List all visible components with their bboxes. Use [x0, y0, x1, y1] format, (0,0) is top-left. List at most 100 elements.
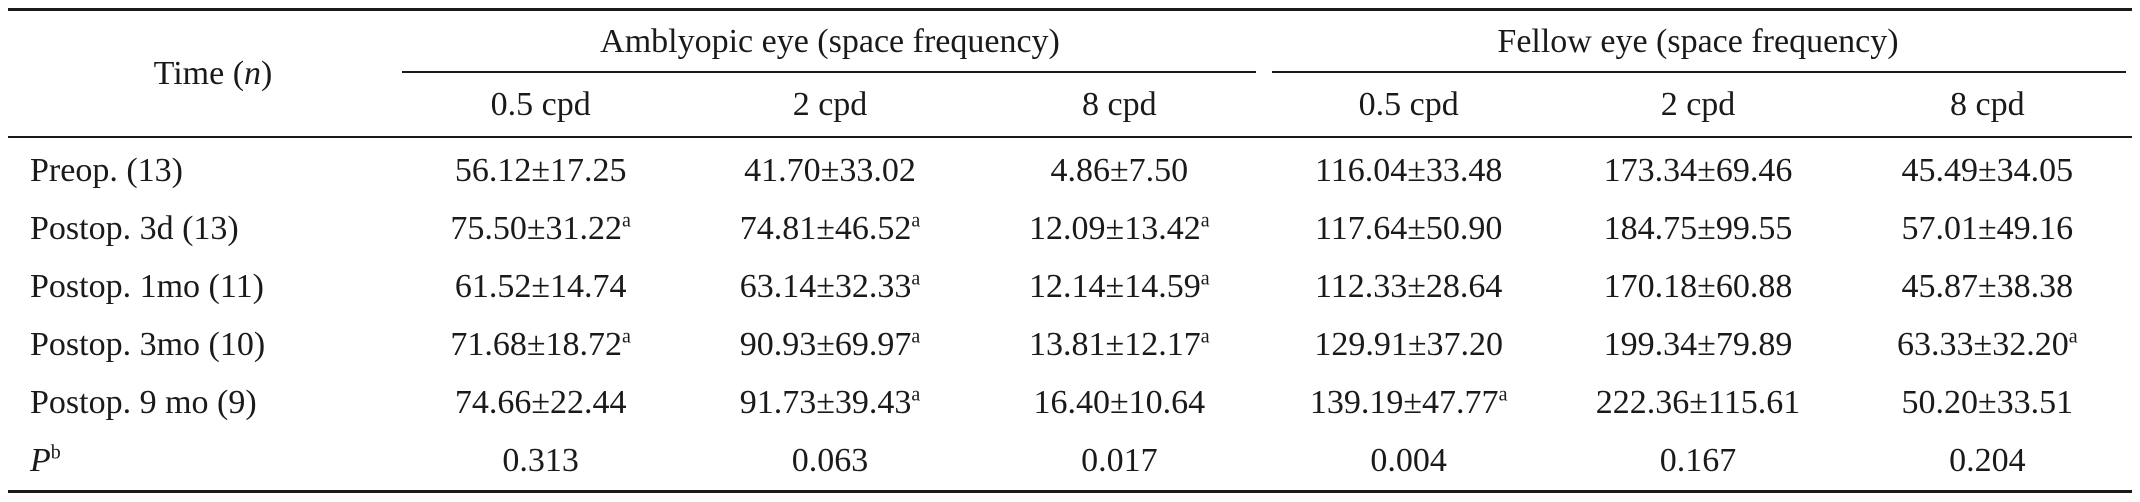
table-row: Postop. 1mo (11) 61.52±14.74 63.14±32.33… [8, 258, 2132, 316]
footnote-marker: a [622, 325, 631, 348]
p-value-cell: 0.167 [1659, 442, 1737, 479]
p-value-cell: 0.017 [1081, 442, 1158, 479]
data-cell: 61.52±14.74 [396, 258, 685, 316]
cell-value: 117.64±50.90 [1314, 210, 1503, 247]
time-column-header: Time (n) [153, 54, 273, 92]
table-row: Postop. 3d (13) 75.50±31.22a 74.81±46.52… [8, 200, 2132, 258]
data-cell: 45.49±34.05 [1843, 137, 2132, 200]
footnote-marker: a [911, 325, 921, 348]
cell-value: 63.33±32.20 [1897, 326, 2069, 363]
freq-header: 2 cpd [1660, 85, 1736, 123]
data-cell: 16.40±10.64 [975, 374, 1264, 432]
cell-value: 45.87±38.38 [1901, 268, 2074, 305]
cell-value: 4.86±7.50 [1050, 152, 1189, 189]
cell-value: 199.34±79.89 [1603, 326, 1793, 363]
header-row-groups: Time (n) Amblyopic eye (space frequency)… [8, 9, 2132, 92]
p-value-cell: 0.004 [1370, 442, 1447, 479]
data-cell: 74.81±46.52a [685, 200, 974, 258]
results-table-container: Time (n) Amblyopic eye (space frequency)… [8, 8, 2132, 493]
cell-value: 71.68±18.72 [450, 326, 623, 363]
freq-header: 0.5 cpd [1358, 85, 1459, 123]
footnote-marker: a [1498, 383, 1508, 406]
amblyopic-eye-group-header: Amblyopic eye (space frequency) [396, 10, 1264, 73]
data-cell: 90.93±69.97a [685, 316, 974, 374]
footnote-marker: a [911, 383, 921, 406]
cell-value: 74.81±46.52 [739, 210, 912, 247]
time-label: Time [153, 54, 225, 92]
data-cell: 57.01±49.16 [1843, 200, 2132, 258]
amblyopic-eye-group-label: Amblyopic eye (space frequency) [600, 23, 1060, 60]
data-cell: 50.20±33.51 [1843, 374, 2132, 432]
data-cell: 63.14±32.33a [685, 258, 974, 316]
cell-value: 75.50±31.22 [450, 210, 623, 247]
data-cell: 56.12±17.25 [396, 137, 685, 200]
cell-value: 184.75±99.55 [1603, 210, 1793, 247]
cell-value: 91.73±39.43 [739, 384, 912, 421]
cell-value: 41.70±33.02 [744, 152, 916, 189]
freq-header: 2 cpd [792, 85, 868, 123]
table-row: Postop. 3mo (10) 71.68±18.72a 90.93±69.9… [8, 316, 2132, 374]
time-n-label: n [244, 54, 262, 92]
cell-value: 129.91±37.20 [1314, 326, 1504, 363]
cell-value: 56.12±17.25 [454, 152, 627, 189]
footnote-marker: a [911, 267, 921, 290]
header-row-frequencies: 0.5 cpd 2 cpd 8 cpd 0.5 cpd 2 cpd 8 cpd [8, 73, 2132, 137]
p-value-cell: 0.313 [502, 442, 579, 479]
table-row: Postop. 9 mo (9) 74.66±22.44 91.73±39.43… [8, 374, 2132, 432]
data-cell: 12.14±14.59a [975, 258, 1264, 316]
cell-value: 173.34±69.46 [1603, 152, 1793, 189]
data-cell: 45.87±38.38 [1843, 258, 2132, 316]
p-value-label: Pb [30, 441, 61, 479]
cell-value: 63.14±32.33 [739, 268, 912, 305]
footnote-marker: a [1200, 209, 1210, 232]
footnote-marker: a [1200, 325, 1210, 348]
cell-value: 61.52±14.74 [454, 268, 627, 305]
cell-value: 12.09±13.42 [1029, 210, 1201, 247]
table-body: Preop. (13) 56.12±17.25 41.70±33.02 4.86… [8, 137, 2132, 492]
cell-value: 170.18±60.88 [1603, 268, 1793, 305]
footnote-marker: a [2068, 325, 2078, 348]
data-cell: 63.33±32.20a [1843, 316, 2132, 374]
cell-value: 16.40±10.64 [1033, 384, 1206, 421]
results-table: Time (n) Amblyopic eye (space frequency)… [8, 8, 2132, 493]
p-value-row: Pb 0.313 0.063 0.017 0.004 0.167 0.204 [8, 432, 2132, 492]
data-cell: 41.70±33.02 [685, 137, 974, 200]
cell-value: 13.81±12.17 [1029, 326, 1201, 363]
cell-value: 57.01±49.16 [1901, 210, 2074, 247]
fellow-group-rule [1272, 71, 2126, 73]
row-label: Preop. (13) [30, 152, 183, 189]
fellow-eye-group-label: Fellow eye (space frequency) [1497, 23, 1899, 60]
data-cell: 71.68±18.72a [396, 316, 685, 374]
data-cell: 184.75±99.55 [1553, 200, 1842, 258]
footnote-marker: b [50, 441, 61, 464]
footnote-marker: a [911, 209, 921, 232]
cell-value: 90.93±69.97 [739, 326, 912, 363]
data-cell: 139.19±47.77a [1264, 374, 1553, 432]
data-cell: 222.36±115.61 [1553, 374, 1842, 432]
cell-value: 116.04±33.48 [1314, 152, 1503, 189]
data-cell: 173.34±69.46 [1553, 137, 1842, 200]
fellow-eye-group-header: Fellow eye (space frequency) [1264, 10, 2132, 73]
cell-value: 45.49±34.05 [1901, 152, 2074, 189]
footnote-marker: a [1200, 267, 1210, 290]
p-value-cell: 0.204 [1949, 442, 2026, 479]
cell-value: 222.36±115.61 [1595, 384, 1801, 421]
row-label: Postop. 3d (13) [30, 210, 239, 247]
data-cell: 74.66±22.44 [396, 374, 685, 432]
cell-value: 112.33±28.64 [1314, 268, 1503, 305]
amblyopic-group-rule [402, 71, 1257, 73]
data-cell: 199.34±79.89 [1553, 316, 1842, 374]
data-cell: 170.18±60.88 [1553, 258, 1842, 316]
footnote-marker: a [622, 209, 631, 232]
cell-value: 74.66±22.44 [454, 384, 627, 421]
data-cell: 116.04±33.48 [1264, 137, 1553, 200]
data-cell: 129.91±37.20 [1264, 316, 1553, 374]
data-cell: 4.86±7.50 [975, 137, 1264, 200]
row-label: Postop. 9 mo (9) [30, 384, 257, 421]
freq-header: 8 cpd [1950, 85, 2025, 123]
data-cell: 12.09±13.42a [975, 200, 1264, 258]
data-cell: 112.33±28.64 [1264, 258, 1553, 316]
freq-header: 8 cpd [1082, 85, 1157, 123]
row-label: Postop. 3mo (10) [30, 326, 266, 363]
table-row: Preop. (13) 56.12±17.25 41.70±33.02 4.86… [8, 137, 2132, 200]
